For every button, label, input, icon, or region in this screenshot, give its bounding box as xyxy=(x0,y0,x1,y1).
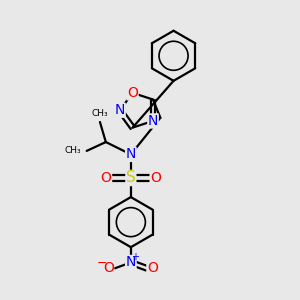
Text: N: N xyxy=(126,147,136,161)
Text: N: N xyxy=(126,256,136,269)
Text: O: O xyxy=(127,86,138,100)
Text: −: − xyxy=(97,256,108,270)
Text: CH₃: CH₃ xyxy=(65,146,81,155)
Text: S: S xyxy=(126,170,136,185)
Text: CH₃: CH₃ xyxy=(92,109,108,118)
Text: O: O xyxy=(147,261,158,275)
Text: O: O xyxy=(101,171,112,185)
Text: +: + xyxy=(131,252,139,262)
Text: N: N xyxy=(148,114,158,128)
Text: O: O xyxy=(103,261,114,275)
Text: O: O xyxy=(150,171,161,185)
Text: N: N xyxy=(115,103,125,117)
